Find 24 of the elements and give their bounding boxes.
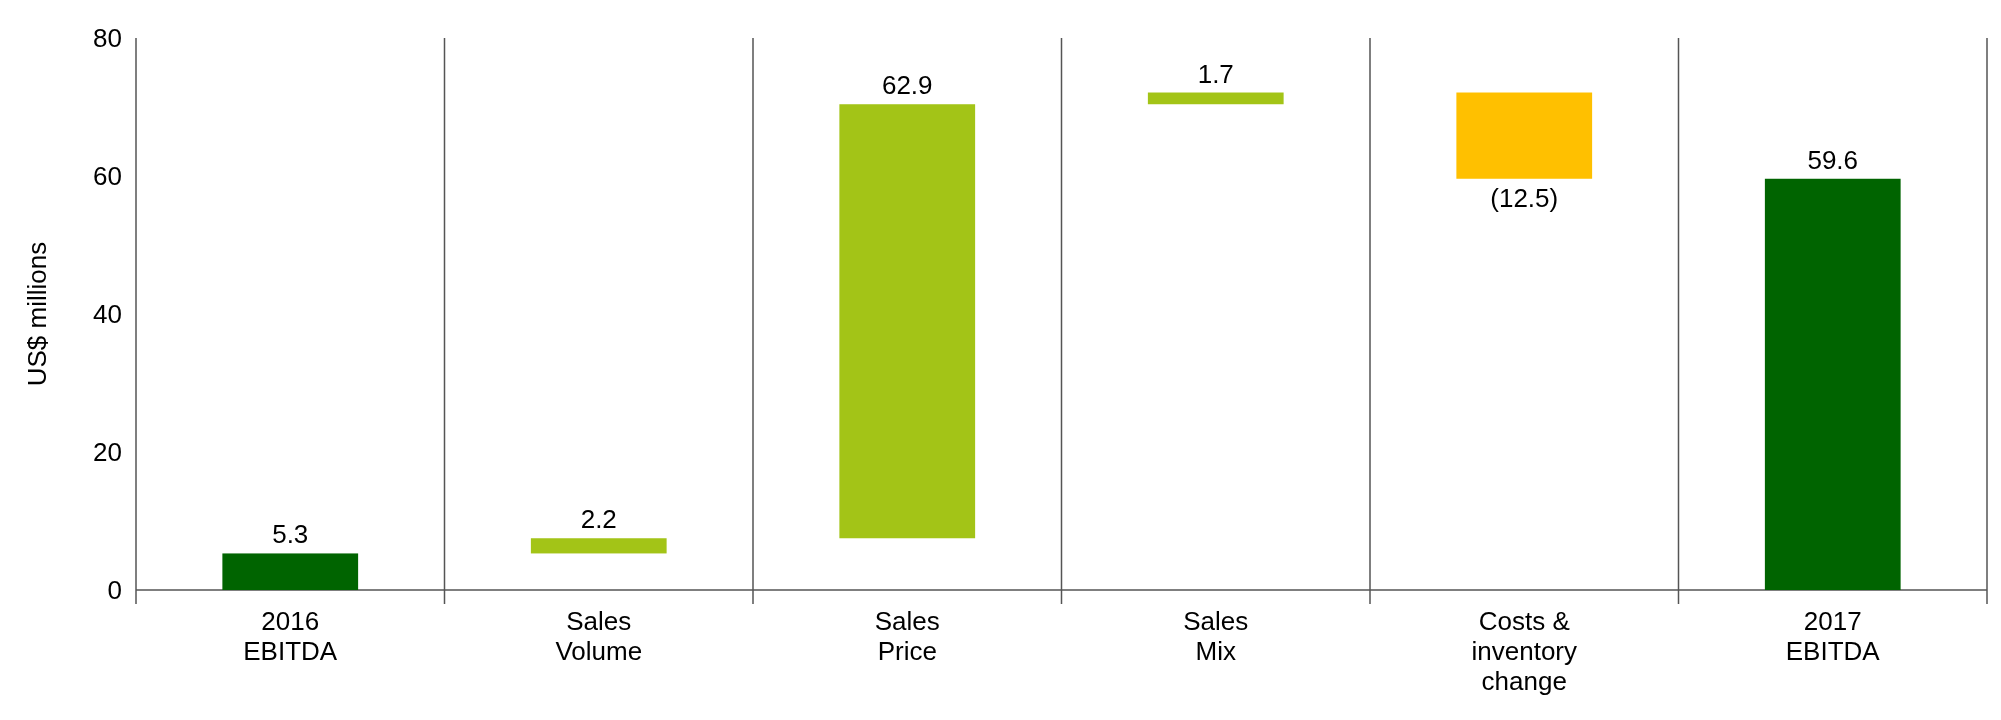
data-label: (12.5) bbox=[1490, 182, 1559, 213]
x-tick-label: Sales Mix bbox=[1183, 606, 1249, 666]
x-tick-label: 2017 EBITDA bbox=[1785, 606, 1881, 666]
y-tick-label: 60 bbox=[93, 161, 122, 191]
data-label: 59.6 bbox=[1807, 144, 1859, 175]
y-tick-label: 80 bbox=[93, 23, 122, 53]
data-label: 62.9 bbox=[881, 70, 933, 101]
y-tick-label: 0 bbox=[107, 575, 122, 605]
y-axis-title: US$ millions bbox=[22, 241, 52, 387]
y-tick-label: 40 bbox=[93, 299, 122, 329]
bar bbox=[222, 553, 359, 590]
bar bbox=[1456, 92, 1593, 179]
x-tick-label: Sales Price bbox=[874, 606, 940, 666]
data-label: 5.3 bbox=[272, 519, 309, 550]
bar bbox=[1764, 178, 1901, 590]
y-tick-label: 20 bbox=[93, 437, 122, 467]
bar bbox=[530, 538, 667, 554]
data-label: 2.2 bbox=[580, 504, 617, 535]
x-tick-label: Costs & inventory change bbox=[1471, 606, 1577, 696]
bar bbox=[839, 104, 976, 539]
x-tick-label: Sales Volume bbox=[555, 606, 643, 666]
data-label: 1.7 bbox=[1197, 58, 1234, 89]
bar bbox=[1147, 92, 1284, 105]
x-tick-label: 2016 EBITDA bbox=[243, 606, 338, 666]
